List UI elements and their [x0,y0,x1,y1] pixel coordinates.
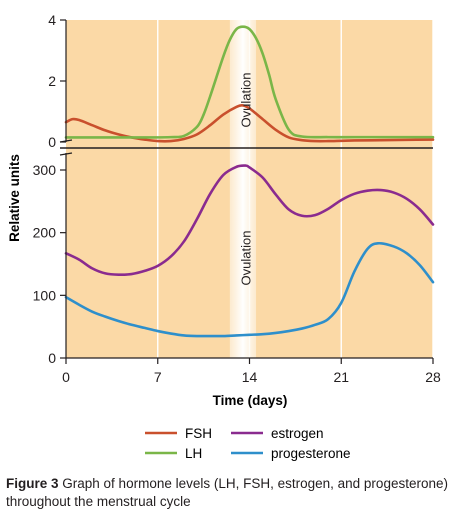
series-line-lh [64,25,435,139]
x-tick-label-0: 0 [62,369,70,385]
x-axis-title: Time (days) [213,393,288,408]
y-tick-label-lower-300: 300 [33,162,57,178]
figure-caption: Figure 3 Graph of hormone levels (LH, FS… [6,475,468,511]
series-line-fsh [64,104,435,143]
legend-label-lh: LH [185,446,202,461]
legend-label-fsh: FSH [185,426,212,441]
x-tick-label-28: 28 [425,369,441,385]
x-tick-label-14: 14 [242,369,258,385]
tick-layer: 0 2 4 0 100 200 300 0 7 14 21 28 [33,12,441,385]
y-tick-label-lower-0: 0 [48,350,56,366]
ovulation-label-upper: Ovulation [238,73,253,128]
series-layer [64,25,435,338]
series-line-progesterone [64,241,435,338]
y-tick-label-upper-4: 4 [48,12,56,28]
y-tick-label-lower-200: 200 [33,225,57,241]
y-tick-label-upper-0: 0 [48,134,56,150]
legend-label-progesterone: progesterone [271,446,351,461]
y-tick-label-upper-2: 2 [48,73,56,89]
x-tick-label-21: 21 [333,369,349,385]
hormone-chart: 0 2 4 0 100 200 300 0 7 14 21 28 Ovulation Ovulatio… [7,12,441,461]
figure-caption-text: Graph of hormone levels (LH, FSH, estrog… [6,476,448,509]
series-line-estrogen [64,164,435,276]
y-axis-title: Relative units [7,154,22,242]
legend: FSH LH estrogen progesterone [145,426,351,461]
ovulation-label-lower: Ovulation [238,231,253,286]
figure-label: Figure 3 [6,476,59,491]
axis-break-mark-bottom [59,152,73,156]
ovulation-band [229,20,257,358]
legend-label-estrogen: estrogen [271,426,324,441]
y-tick-label-lower-100: 100 [33,287,57,303]
x-tick-label-7: 7 [154,369,162,385]
